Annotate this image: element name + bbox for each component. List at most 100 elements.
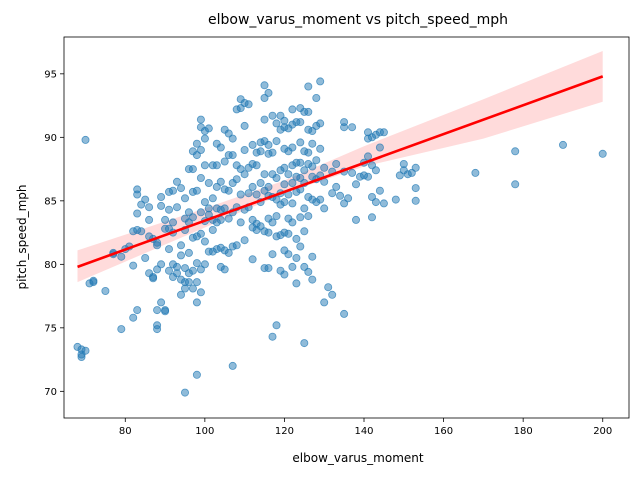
scatter-point bbox=[133, 190, 142, 199]
scatter-point bbox=[367, 213, 376, 222]
scatter-point bbox=[145, 215, 154, 224]
scatter-point bbox=[192, 139, 201, 148]
scatter-point bbox=[300, 204, 309, 213]
scatter-point bbox=[228, 361, 237, 370]
scatter-point bbox=[220, 157, 229, 166]
scatter-point bbox=[300, 339, 309, 348]
scatter-point bbox=[296, 118, 305, 127]
scatter-point bbox=[288, 262, 297, 271]
scatter-point bbox=[196, 229, 205, 238]
scatter-point bbox=[244, 100, 253, 109]
scatter-point bbox=[161, 215, 170, 224]
x-tick-label: 120 bbox=[275, 426, 294, 437]
scatter-point bbox=[348, 168, 357, 177]
scatter-point bbox=[284, 250, 293, 259]
scatter-point bbox=[101, 286, 110, 295]
scatter-point bbox=[208, 225, 217, 234]
scatter-point bbox=[129, 261, 138, 270]
scatter-point bbox=[157, 260, 166, 269]
scatter-point bbox=[188, 165, 197, 174]
scatter-point bbox=[216, 143, 225, 152]
scatter-point bbox=[411, 196, 420, 205]
scatter-point bbox=[153, 325, 162, 334]
scatter-point bbox=[176, 290, 185, 299]
scatter-point bbox=[200, 198, 209, 207]
scatter-point bbox=[312, 156, 321, 165]
scatter-point bbox=[232, 241, 241, 250]
scatter-point bbox=[188, 266, 197, 275]
scatter-point bbox=[184, 278, 193, 287]
confidence-band-layer bbox=[77, 51, 603, 283]
chart-title: elbow_varus_moment vs pitch_speed_mph bbox=[208, 12, 508, 28]
scatter-point bbox=[180, 388, 189, 397]
scatter-point bbox=[196, 115, 205, 124]
scatter-point bbox=[284, 170, 293, 179]
scatter-point bbox=[192, 259, 201, 268]
scatter-point bbox=[328, 290, 337, 299]
scatter-point bbox=[351, 180, 360, 189]
scatter-point bbox=[292, 234, 301, 243]
scatter-point bbox=[363, 172, 372, 181]
scatter-point bbox=[196, 208, 205, 217]
scatter-point bbox=[224, 214, 233, 223]
scatter-point bbox=[292, 253, 301, 262]
scatter-point bbox=[280, 180, 289, 189]
scatter-point bbox=[81, 135, 90, 144]
scatter-point bbox=[248, 140, 257, 149]
y-axis-label: pitch_speed_mph bbox=[15, 184, 29, 289]
scatter-point bbox=[300, 166, 309, 175]
scatter-point bbox=[260, 115, 269, 124]
scatter-point bbox=[340, 123, 349, 132]
scatter-point bbox=[252, 190, 261, 199]
x-axis-label: elbow_varus_moment bbox=[292, 451, 423, 465]
scatter-point bbox=[316, 144, 325, 153]
scatter-point bbox=[598, 149, 607, 158]
scatter-point bbox=[161, 307, 170, 316]
scatter-point bbox=[216, 215, 225, 224]
scatter-point bbox=[304, 107, 313, 116]
regression-line-layer bbox=[77, 75, 604, 269]
scatter-point bbox=[168, 218, 177, 227]
scatter-point bbox=[296, 213, 305, 222]
scatter-point bbox=[240, 121, 249, 130]
scatter-point bbox=[216, 177, 225, 186]
scatter-point bbox=[308, 275, 317, 284]
scatter-point bbox=[316, 77, 325, 86]
scatter-point bbox=[344, 194, 353, 203]
y-axis: 70 75 80 85 90 95 bbox=[44, 69, 64, 398]
scatter-point bbox=[244, 189, 253, 198]
scatter-point bbox=[260, 170, 269, 179]
scatter-point bbox=[272, 321, 281, 330]
scatter-point bbox=[316, 195, 325, 204]
scatter-point bbox=[236, 218, 245, 227]
scatter-point bbox=[200, 134, 209, 143]
scatter-point bbox=[375, 143, 384, 152]
scatter-point bbox=[264, 264, 273, 273]
scatter-point bbox=[220, 265, 229, 274]
scatter-point bbox=[141, 195, 150, 204]
scatter-point bbox=[511, 147, 520, 156]
scatter-point bbox=[157, 192, 166, 201]
scatter-point bbox=[168, 186, 177, 195]
scatter-point bbox=[320, 298, 329, 307]
scatter-point bbox=[81, 346, 90, 355]
scatter-point bbox=[176, 251, 185, 260]
scatter-point bbox=[224, 186, 233, 195]
scatter-point bbox=[300, 227, 309, 236]
scatter-point bbox=[280, 163, 289, 172]
scatter-point bbox=[133, 209, 142, 218]
x-tick-label: 140 bbox=[354, 426, 373, 437]
scatter-point bbox=[188, 213, 197, 222]
scatter-point bbox=[196, 145, 205, 154]
scatter-point bbox=[379, 199, 388, 208]
scatter-point bbox=[308, 162, 317, 171]
scatter-point bbox=[145, 203, 154, 212]
scatter-point bbox=[200, 237, 209, 246]
scatter-point bbox=[180, 194, 189, 203]
scatter-point bbox=[312, 94, 321, 103]
scatter-point bbox=[316, 119, 325, 128]
scatter-point bbox=[208, 194, 217, 203]
scatter-point bbox=[192, 186, 201, 195]
scatter-point bbox=[153, 241, 162, 250]
regression-line bbox=[77, 75, 604, 269]
